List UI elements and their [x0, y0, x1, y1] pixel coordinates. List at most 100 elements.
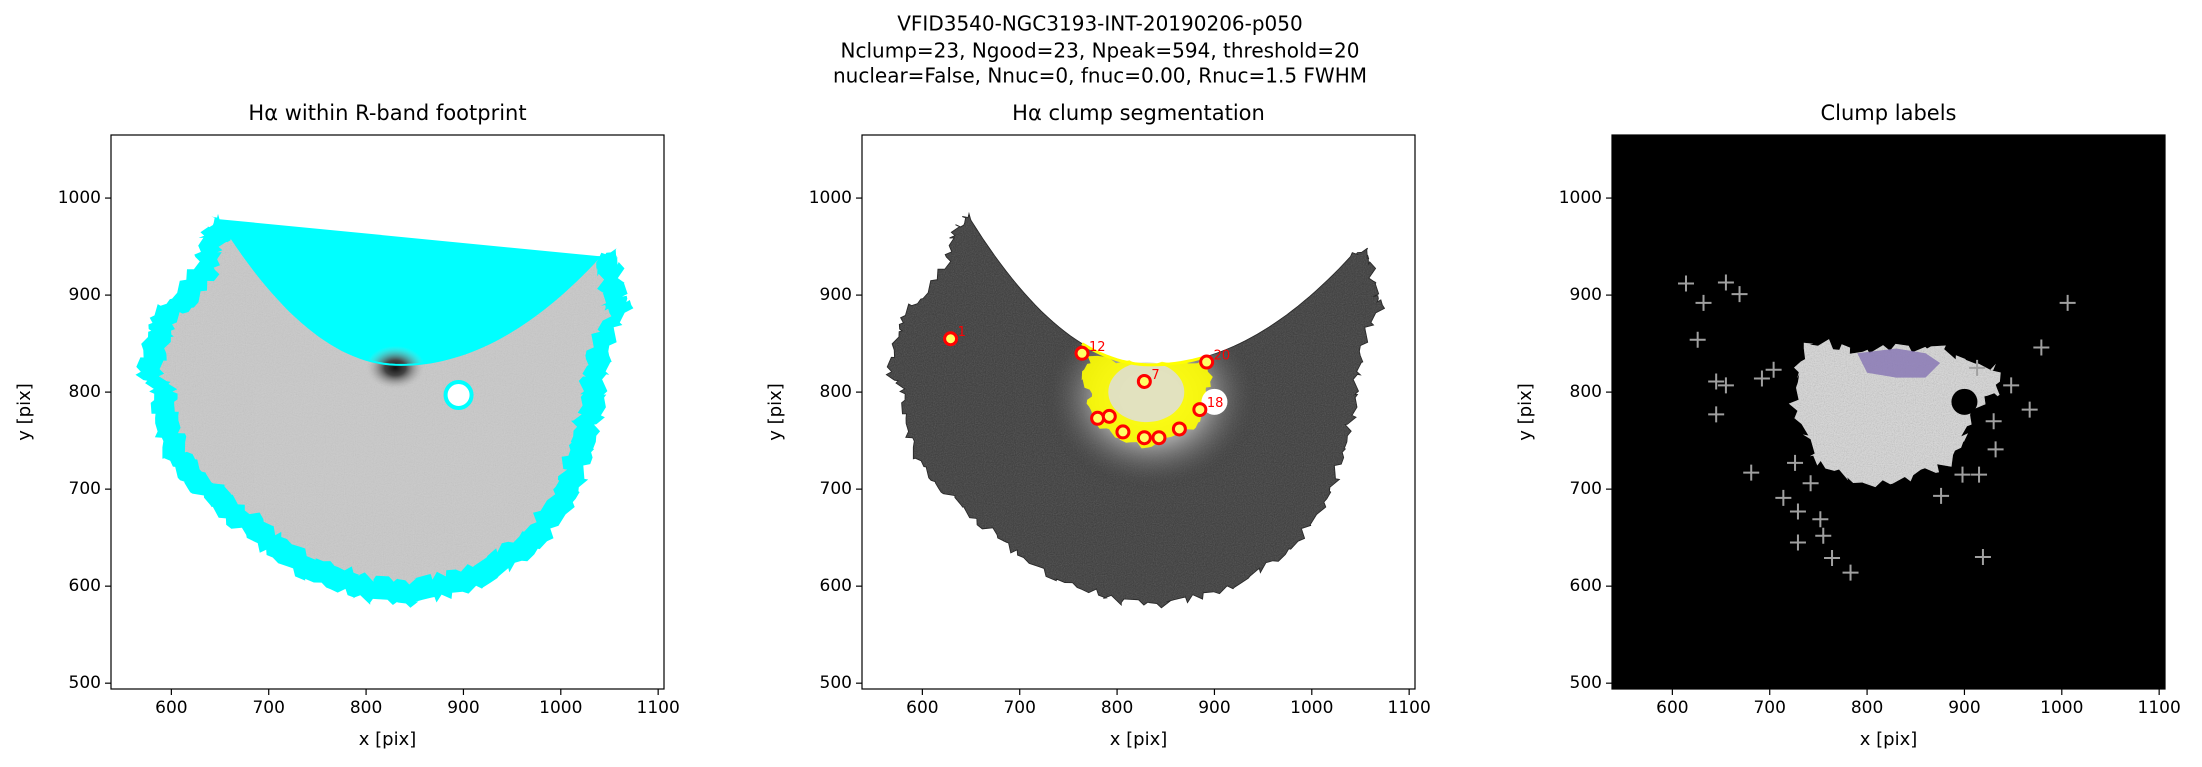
- suptitle: Nclump=23, Ngood=23, Npeak=594, threshol…: [841, 39, 1360, 63]
- clump: [1192, 402, 1208, 418]
- peak-marker: [1677, 275, 1694, 292]
- y-tick-label: 900: [69, 285, 101, 305]
- x-tick-label: 800: [1851, 698, 1883, 718]
- clump: [943, 331, 959, 347]
- clump-label: 1: [958, 325, 966, 340]
- axes-title: Hα within R-band footprint: [248, 101, 526, 125]
- peak-marker: [1842, 564, 1859, 581]
- y-tick-label: 700: [820, 479, 852, 499]
- axes-title: Hα clump segmentation: [1012, 101, 1265, 125]
- axes-frame: [110, 134, 665, 690]
- clump-label: 7: [1151, 368, 1159, 383]
- clump: [1136, 430, 1152, 446]
- clump: [1115, 424, 1131, 440]
- peak-marker: [1717, 274, 1734, 291]
- peak-marker: [1802, 475, 1819, 492]
- y-tick-label: 1000: [1559, 188, 1602, 208]
- x-tick-label: 1100: [2138, 698, 2181, 718]
- x-tick-label: 600: [1656, 698, 1688, 718]
- peak-marker: [1985, 413, 2002, 430]
- axes-frame: [1611, 134, 2166, 690]
- peak-marker: [2003, 377, 2020, 394]
- peak-marker: [1974, 549, 1991, 566]
- peak-marker: [1753, 370, 1770, 387]
- y-tick-label: 800: [820, 382, 852, 402]
- panel: 600 700 800 900 1000 1100 500 600 700 800 900 1000 C…: [1515, 101, 2181, 750]
- y-tick-label: 800: [69, 382, 101, 402]
- suptitle: VFID3540-NGC3193-INT-20190206-p050: [897, 12, 1302, 36]
- peak-marker: [1812, 511, 1829, 528]
- peak-marker: [1987, 441, 2004, 458]
- y-tick-label: 600: [1570, 576, 1602, 596]
- mask-edge: [1081, 342, 1206, 367]
- x-tick-label: 700: [1753, 698, 1785, 718]
- peak-marker: [1765, 361, 1782, 378]
- y-tick-label: 1000: [58, 188, 101, 208]
- x-tick-label: 800: [350, 698, 382, 718]
- panel: 1 12 20 7 18 600 700 800 900 1000 1100 500 600 700 800…: [765, 101, 1431, 750]
- peak-marker: [1708, 373, 1725, 390]
- y-tick-label: 900: [1570, 285, 1602, 305]
- x-tick-label: 600: [906, 698, 938, 718]
- x-tick-label: 900: [447, 698, 479, 718]
- x-tick-label: 800: [1101, 698, 1133, 718]
- y-tick-label: 700: [69, 479, 101, 499]
- y-tick-label: 500: [69, 673, 101, 693]
- x-label: x [pix]: [1860, 729, 1918, 750]
- y-label: y [pix]: [765, 383, 786, 441]
- clump-label: 20: [1214, 349, 1231, 364]
- arc-contour: [219, 219, 601, 366]
- x-tick-label: 900: [1198, 698, 1230, 718]
- peak-marker: [1743, 464, 1760, 481]
- y-label: y [pix]: [14, 383, 35, 441]
- peak-marker: [1815, 527, 1832, 544]
- x-tick-label: 700: [252, 698, 284, 718]
- clump: [1171, 421, 1187, 437]
- y-tick-label: 500: [1570, 673, 1602, 693]
- clump-core: [1857, 348, 1941, 378]
- x-tick-label: 1100: [637, 698, 680, 718]
- peak-marker: [1954, 466, 1971, 483]
- peak-marker: [1695, 294, 1712, 311]
- clump: [1151, 430, 1167, 446]
- peak-marker: [1775, 489, 1792, 506]
- peak-marker: [1789, 534, 1806, 551]
- y-tick-label: 1000: [809, 188, 852, 208]
- masked-star: [443, 380, 474, 411]
- peak-marker: [1731, 286, 1748, 303]
- axes-title: Clump labels: [1821, 101, 1957, 125]
- y-tick-label: 700: [1570, 479, 1602, 499]
- x-tick-label: 900: [1948, 698, 1980, 718]
- y-label: y [pix]: [1515, 383, 1536, 441]
- peak-marker: [1971, 466, 1988, 483]
- image: [135, 213, 634, 608]
- y-tick-label: 600: [69, 576, 101, 596]
- peak-marker: [1708, 406, 1725, 423]
- peak-marker: [1933, 487, 1950, 504]
- peak-marker: [1789, 503, 1806, 520]
- y-tick-label: 800: [1570, 382, 1602, 402]
- x-tick-label: 700: [1003, 698, 1035, 718]
- clump-label: 18: [1207, 396, 1224, 411]
- clump: [1090, 410, 1106, 426]
- x-label: x [pix]: [1110, 729, 1168, 750]
- x-tick-label: 1000: [539, 698, 582, 718]
- clump-label: 12: [1089, 340, 1106, 355]
- mask-hole: [1108, 362, 1185, 423]
- peak-marker: [2059, 294, 2076, 311]
- peak-marker: [1824, 550, 1841, 567]
- peak-marker: [1717, 377, 1734, 394]
- nucleus: [365, 345, 426, 390]
- masked-star: [1951, 388, 1978, 415]
- clump: [1136, 373, 1152, 389]
- panel: 600 700 800 900 1000 1100 500 600 700 800 900 1000 H…: [14, 101, 680, 750]
- x-label: x [pix]: [359, 729, 417, 750]
- x-tick-label: 600: [155, 698, 187, 718]
- peak-marker: [1689, 331, 1706, 348]
- x-tick-label: 1100: [1388, 698, 1431, 718]
- image: 1 12 20 7 18: [885, 211, 1386, 609]
- clump: [1101, 408, 1117, 424]
- y-tick-label: 600: [820, 576, 852, 596]
- clump: [1074, 345, 1090, 361]
